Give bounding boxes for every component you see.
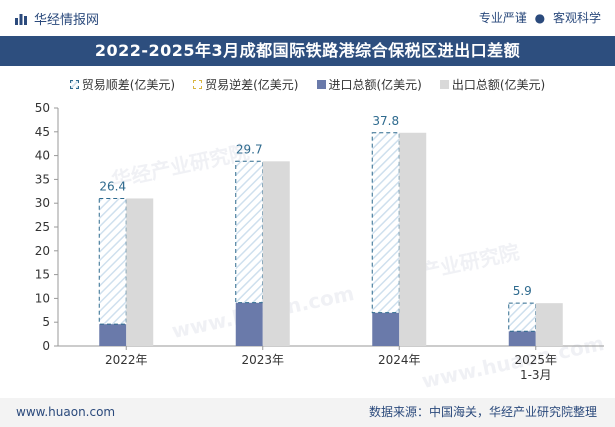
footer-url[interactable]: www.huaon.com — [16, 405, 116, 419]
legend-item-export[interactable]: 出口总额(亿美元) — [439, 74, 546, 94]
y-tick-label: 10 — [35, 291, 50, 305]
bar-chart: 0 5 10 15 20 25 30 35 40 45 50 26.4 29.7 37.8 5.9 202… — [35, 101, 604, 382]
y-tick-label: 35 — [35, 172, 50, 186]
x-tick-label-line: 1-3月 — [520, 368, 552, 382]
legend-label-deficit: 贸易逆差(亿美元) — [205, 77, 299, 92]
x-tick-label: 2024年 — [378, 353, 421, 367]
import-bar — [235, 302, 263, 346]
x-tick-label: 2023年 — [241, 353, 284, 367]
surplus-bar — [508, 302, 537, 332]
x-tick-label-line: 2023年 — [241, 353, 284, 367]
legend-label-surplus: 贸易顺差(亿美元) — [81, 77, 176, 92]
y-tick-label: 25 — [35, 220, 50, 234]
x-tick-label: 2022年 — [105, 353, 148, 367]
brand-name: 华经情报网 — [34, 13, 100, 28]
top-bar: 华经情报网 专业严谨 ● 客观科学 — [0, 0, 615, 36]
import-bar — [508, 331, 536, 346]
legend-swatch-deficit — [193, 79, 203, 89]
slogan-separator: ● — [534, 11, 546, 25]
legend-item-surplus[interactable]: 贸易顺差(亿美元) — [69, 74, 176, 94]
x-tick-label-line: 2024年 — [378, 353, 421, 367]
x-labels: 2022年 2023年 2024年 2025年 1-3月 — [105, 346, 557, 382]
legend-label-import: 进口总额(亿美元) — [328, 77, 422, 92]
chart-title: 2022-2025年3月成都国际铁路港综合保税区进出口差额 — [0, 36, 615, 66]
y-tick-label: 15 — [35, 268, 50, 282]
import-bar — [99, 324, 127, 346]
y-tick-label: 30 — [35, 196, 50, 210]
footer: www.huaon.com 数据来源：中国海关，华经产业研究院整理 — [0, 398, 615, 427]
surplus-data-label: 29.7 — [236, 142, 263, 156]
y-tick-label: 50 — [35, 101, 50, 115]
y-tick-label: 45 — [35, 125, 50, 139]
surplus-data-label: 5.9 — [513, 284, 532, 298]
slogan-right: 客观科学 — [552, 11, 601, 25]
x-tick-label-line: 2025年 — [514, 353, 557, 367]
footer-source: 数据来源：中国海关，华经产业研究院整理 — [368, 405, 597, 419]
legend-label-export: 出口总额(亿美元) — [451, 77, 546, 92]
bars: 26.4 29.7 37.8 5.9 — [98, 114, 563, 346]
legend-swatch-import — [316, 79, 326, 89]
brand[interactable]: 华经情报网 — [14, 9, 99, 28]
y-tick-label: 0 — [42, 339, 50, 353]
import-bar — [372, 312, 400, 346]
y-tick-label: 40 — [35, 149, 50, 163]
x-tick-label-line: 2022年 — [105, 353, 148, 367]
chart-legend: 贸易顺差(亿美元) 贸易逆差(亿美元) 进口总额(亿美元) 出口总额(亿美元) — [0, 74, 615, 94]
export-bar — [399, 132, 427, 346]
slogan: 专业严谨 ● 客观科学 — [479, 9, 601, 26]
surplus-bar — [98, 197, 127, 325]
y-tick-label: 5 — [42, 315, 50, 329]
surplus-data-label: 37.8 — [372, 114, 399, 128]
slogan-left: 专业严谨 — [478, 11, 527, 25]
bar-chart-logo-icon — [15, 13, 27, 25]
legend-swatch-export — [439, 79, 449, 89]
surplus-bar — [371, 132, 400, 314]
y-ticks: 0 5 10 15 20 25 30 35 40 45 50 — [35, 101, 58, 353]
legend-item-deficit[interactable]: 贸易逆差(亿美元) — [193, 74, 299, 94]
export-bar — [535, 303, 563, 346]
surplus-data-label: 26.4 — [99, 179, 126, 193]
surplus-bar — [235, 160, 264, 304]
legend-swatch-surplus — [69, 79, 79, 89]
legend-item-import[interactable]: 进口总额(亿美元) — [316, 74, 422, 94]
export-bar — [126, 198, 154, 346]
y-tick-label: 20 — [35, 244, 50, 258]
export-bar — [262, 161, 290, 346]
x-tick-label: 2025年 1-3月 — [514, 353, 557, 382]
